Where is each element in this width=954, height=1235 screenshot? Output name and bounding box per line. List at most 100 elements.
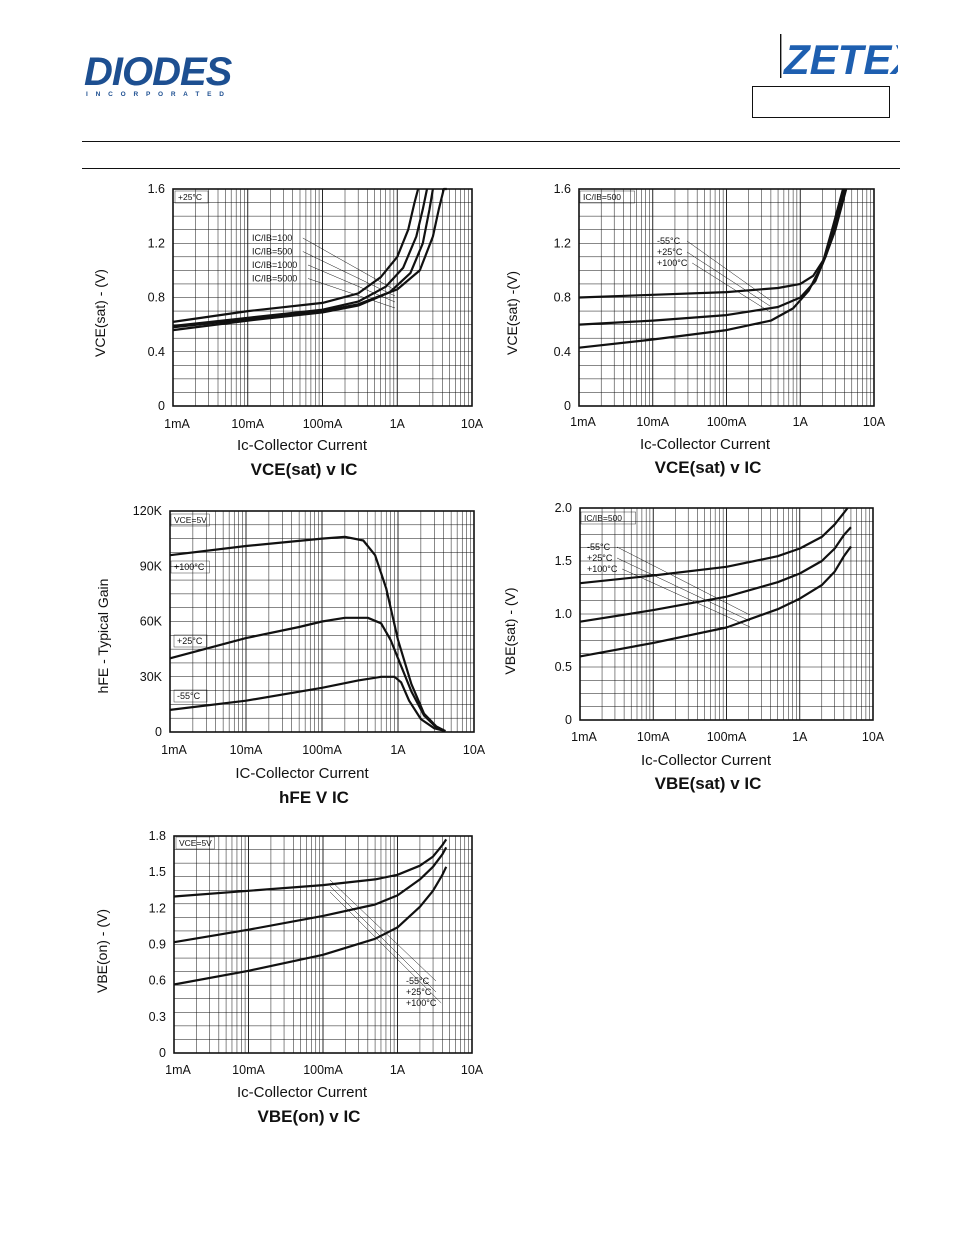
plot-frame bbox=[173, 835, 473, 1054]
x-tick-label: 1A bbox=[792, 730, 808, 744]
y-tick-label: 1.2 bbox=[148, 236, 165, 250]
chart-title: VCE(sat) v IC bbox=[655, 458, 762, 477]
x-tick-label: 1mA bbox=[164, 417, 190, 431]
x-axis-label: Ic-Collector Current bbox=[237, 437, 368, 454]
plot-frame bbox=[579, 507, 874, 721]
series-line-2 bbox=[579, 545, 852, 658]
x-tick-label: 10A bbox=[863, 415, 886, 429]
y-tick-label: 1.6 bbox=[554, 182, 571, 196]
chart-vcesat_temp: 1mA 10mA 100mA 1A 10A 0 0.4 0.8 1.2 1.6 Ic-Collect… bbox=[504, 182, 886, 477]
legend-leader bbox=[329, 891, 442, 1004]
legend-label: IC/IB=100 bbox=[252, 233, 292, 243]
x-tick-label: 1mA bbox=[571, 730, 597, 744]
header-rule-bottom bbox=[82, 168, 900, 169]
x-tick-label: 10A bbox=[862, 730, 885, 744]
y-tick-label: 120K bbox=[133, 504, 163, 518]
x-axis-label: IC-Collector Current bbox=[235, 765, 369, 782]
y-tick-label: 0.4 bbox=[554, 345, 571, 359]
legend-label: +100°C bbox=[406, 998, 437, 1008]
chart-vcesat_ratio: 1mA 10mA 100mA 1A 10A 0 0.4 0.8 1.2 1.6 Ic-Collect… bbox=[92, 182, 484, 479]
chart-annotation: +25°C bbox=[178, 192, 202, 202]
y-tick-label: 0 bbox=[564, 399, 571, 413]
legend-label: IC/IB=5000 bbox=[252, 274, 297, 284]
y-tick-label: 90K bbox=[140, 559, 163, 573]
series-label-box bbox=[170, 560, 210, 574]
chart-annotation: VCE=5V bbox=[179, 838, 212, 848]
chart-grid bbox=[172, 189, 472, 406]
zetex-logo-bar bbox=[780, 34, 782, 78]
legend-label: +25°C bbox=[406, 987, 432, 997]
x-tick-label: 10A bbox=[461, 1063, 484, 1077]
x-tick-label: 10mA bbox=[231, 417, 264, 431]
chart-vbeon: 1mA 10mA 100mA 1A 10A 0 0.3 0.6 0.9 1.2 1.5 1.8 Ic-C… bbox=[94, 829, 484, 1126]
legend-label: +100°C bbox=[657, 258, 688, 268]
series-line-3 bbox=[172, 188, 420, 323]
x-tick-label: 1mA bbox=[161, 743, 187, 757]
series-line-0 bbox=[173, 838, 448, 898]
chart-hfe: 1mA 10mA 100mA 1A 10A 0 30K 60K 90K 120K IC-Collec… bbox=[95, 504, 486, 807]
y-axis-label: VCE(sat) - (V) bbox=[92, 269, 108, 357]
y-tick-label: 0.3 bbox=[149, 1010, 166, 1024]
plot-frame bbox=[169, 510, 475, 733]
legend-leader bbox=[302, 237, 396, 291]
x-tick-label: 1A bbox=[793, 415, 809, 429]
x-tick-label: 1A bbox=[390, 417, 406, 431]
chart-annotation: VCE=5V bbox=[174, 515, 207, 525]
y-tick-label: 1.6 bbox=[148, 182, 165, 196]
legend-label: +25°C bbox=[587, 553, 613, 563]
legend-label: +25°C bbox=[657, 247, 683, 257]
y-tick-label: 0 bbox=[159, 1046, 166, 1060]
x-tick-label: 10A bbox=[461, 417, 484, 431]
legend-leader bbox=[686, 240, 771, 301]
chart-title: VBE(on) v IC bbox=[258, 1107, 361, 1126]
annotation-box bbox=[175, 836, 215, 850]
y-tick-label: 0.6 bbox=[149, 974, 166, 988]
chart-annotation: IC/IB=500 bbox=[584, 513, 622, 523]
chart-title: VCE(sat) v IC bbox=[251, 460, 358, 479]
legend-leader bbox=[616, 557, 751, 622]
chart-vbesat: 1mA 10mA 100mA 1A 10A 0 0.5 1.0 1.5 2.0 Ic-Collect… bbox=[502, 501, 885, 793]
y-tick-label: 60K bbox=[140, 615, 163, 629]
x-tick-label: 100mA bbox=[707, 415, 747, 429]
chart-title: VBE(sat) v IC bbox=[655, 774, 762, 793]
annotation-box bbox=[170, 513, 210, 527]
series-line-1 bbox=[579, 526, 852, 623]
y-tick-label: 1.5 bbox=[555, 554, 572, 568]
annotation-box bbox=[174, 190, 209, 204]
series-line-1 bbox=[172, 188, 434, 332]
y-axis-label: VBE(sat) - (V) bbox=[502, 587, 518, 674]
diodes-logo-wordmark: DIODES bbox=[84, 52, 233, 94]
y-tick-label: 0 bbox=[155, 725, 162, 739]
legend-label: -55°C bbox=[406, 976, 430, 986]
y-tick-label: 0.9 bbox=[149, 938, 166, 952]
series-label: -55°C bbox=[177, 691, 201, 701]
plot-frame bbox=[172, 188, 473, 407]
y-tick-label: 0.8 bbox=[148, 291, 165, 305]
header-rule-top bbox=[82, 141, 900, 142]
series-label: +100°C bbox=[174, 562, 205, 572]
annotation-box bbox=[580, 511, 636, 525]
series-line-0 bbox=[172, 187, 447, 329]
x-tick-label: 1mA bbox=[165, 1063, 191, 1077]
series-line-0 bbox=[578, 188, 848, 299]
chart-annotation: IC/IB=500 bbox=[583, 192, 621, 202]
y-tick-label: 0.4 bbox=[148, 345, 165, 359]
legend-leader bbox=[329, 885, 437, 993]
legend-leader bbox=[692, 262, 771, 313]
x-tick-label: 10mA bbox=[232, 1063, 265, 1077]
y-tick-label: 1.5 bbox=[149, 865, 166, 879]
series-line-1 bbox=[578, 188, 846, 326]
x-tick-label: 1A bbox=[390, 743, 406, 757]
diodes-logo-sub: I N C O R P O R A T E D bbox=[86, 91, 227, 98]
legend-leader bbox=[616, 546, 751, 616]
part-number-box bbox=[752, 86, 890, 118]
y-tick-label: 1.2 bbox=[149, 901, 166, 915]
x-tick-label: 100mA bbox=[302, 743, 342, 757]
legend-leader bbox=[329, 879, 437, 982]
legend-label: IC/IB=1000 bbox=[252, 260, 297, 270]
legend-leader bbox=[307, 264, 396, 303]
annotation-box bbox=[579, 190, 635, 204]
x-tick-label: 10mA bbox=[636, 415, 669, 429]
legend-leader bbox=[622, 568, 751, 628]
